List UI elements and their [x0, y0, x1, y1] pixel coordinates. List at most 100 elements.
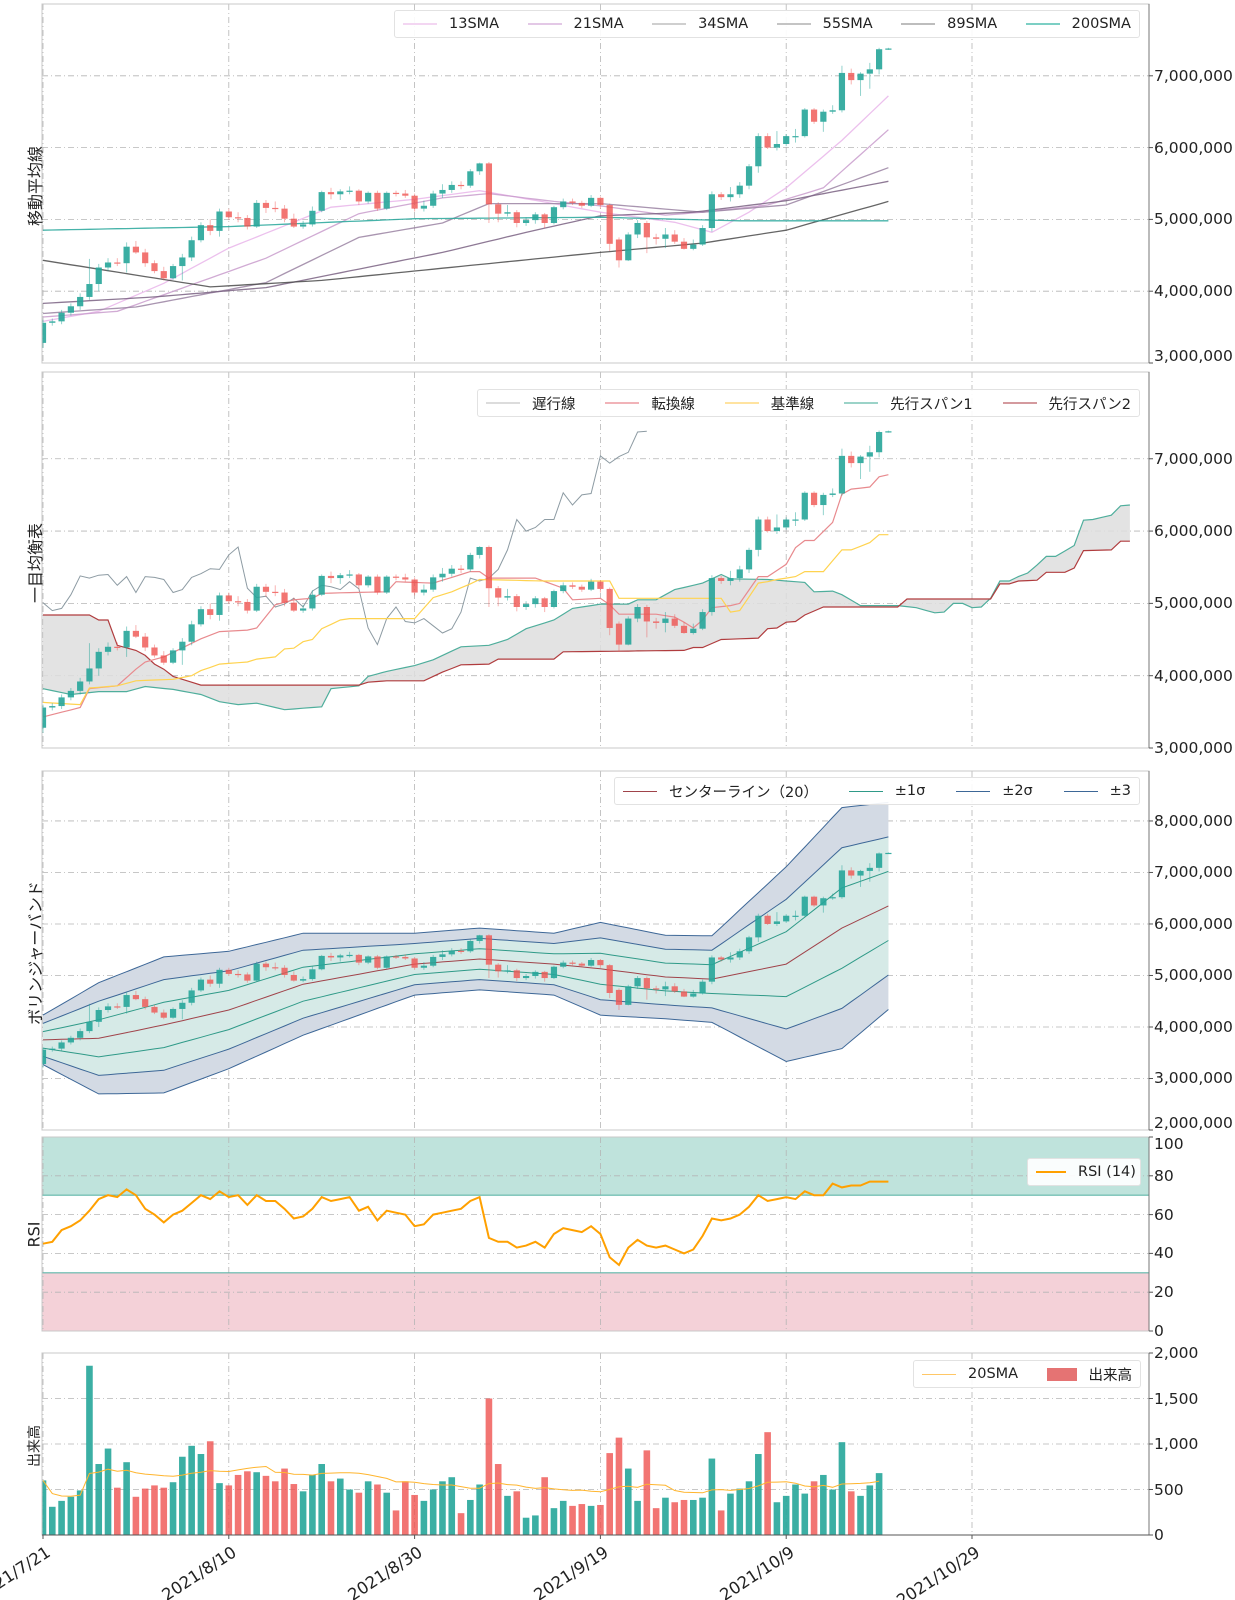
candle-body — [857, 73, 864, 81]
candle — [708, 191, 715, 232]
candle-body — [383, 576, 390, 593]
volume-bar — [736, 1488, 744, 1535]
volume-bar — [866, 1485, 874, 1535]
candle-body — [169, 266, 177, 279]
candle-body — [513, 212, 520, 223]
volume-bar — [374, 1484, 381, 1535]
candle — [504, 205, 511, 217]
candle — [866, 445, 873, 472]
candle — [885, 47, 892, 50]
candle — [606, 587, 613, 636]
volume-bar — [48, 1506, 56, 1535]
candle-body — [671, 234, 678, 242]
volume-bar — [782, 1495, 790, 1535]
y-tick-label: 1,500 — [1154, 1389, 1199, 1408]
candle — [216, 967, 223, 988]
candle — [866, 863, 873, 882]
candle — [207, 219, 214, 236]
candle-body — [281, 208, 288, 219]
volume-bar — [327, 1481, 335, 1535]
candle-body — [411, 195, 418, 209]
candle-body — [866, 69, 873, 74]
legend-item-volume-sma: 20SMA — [922, 1366, 1018, 1382]
volume-bar — [309, 1474, 316, 1535]
rsi-line — [42, 1180, 889, 1267]
candle-body — [615, 239, 623, 261]
candle — [550, 965, 558, 980]
candle — [457, 565, 465, 574]
candle — [634, 220, 641, 239]
candle — [736, 182, 743, 198]
candle — [606, 964, 613, 999]
candle-body — [58, 1042, 65, 1049]
legend-item-21sma: 21SMA — [527, 16, 624, 32]
candle-body — [457, 184, 465, 187]
candle-body — [318, 575, 325, 595]
candle-body — [764, 136, 771, 148]
volume-bar — [624, 1468, 632, 1535]
candle-body — [234, 973, 242, 976]
candle — [857, 72, 864, 96]
candle-body — [457, 568, 465, 570]
candle-body — [104, 646, 112, 652]
rsi-oversold-zone — [42, 1272, 1149, 1331]
candle — [253, 583, 260, 613]
volume-bar — [578, 1504, 586, 1535]
candle — [801, 108, 808, 138]
candle-body — [810, 109, 818, 122]
candle — [151, 644, 158, 658]
candle — [467, 169, 474, 188]
candle-body — [132, 246, 139, 253]
volume-bar — [745, 1481, 753, 1535]
candle-body — [550, 207, 558, 223]
candle — [513, 968, 520, 982]
candle — [402, 954, 409, 961]
candle — [49, 318, 56, 326]
candle-body — [885, 48, 892, 50]
y-tick-label: 100 — [1154, 1135, 1184, 1153]
candle — [169, 263, 177, 280]
candle-body — [346, 954, 353, 957]
candle-body — [383, 956, 390, 968]
candle-body — [773, 144, 781, 148]
volume-bar — [355, 1492, 363, 1535]
candle-body — [718, 957, 725, 960]
candle — [402, 573, 409, 582]
candle-body — [560, 201, 567, 208]
candle-body — [290, 602, 297, 611]
candle — [439, 567, 446, 582]
candle — [114, 642, 121, 651]
legend-label: 34SMA — [698, 16, 749, 32]
candle-body — [142, 252, 149, 264]
candle-body — [253, 963, 260, 981]
candle-body — [773, 527, 781, 532]
volume-bar — [606, 1453, 613, 1535]
candle — [764, 516, 771, 533]
candle — [318, 574, 325, 597]
candle — [625, 984, 632, 1006]
volume-bar — [485, 1398, 493, 1535]
candle-body — [848, 455, 855, 464]
legend-label: センターライン（20） — [669, 784, 818, 801]
candle — [848, 68, 855, 85]
candle-body — [346, 190, 353, 192]
candle-body — [346, 574, 353, 576]
y-tick-label: 7,000,000 — [1154, 449, 1233, 468]
candles — [42, 852, 892, 1068]
candle — [104, 642, 112, 656]
candle — [123, 626, 130, 657]
candle-body — [262, 202, 270, 208]
candle-body — [606, 205, 613, 244]
candle — [392, 954, 400, 959]
candle — [179, 253, 186, 281]
candle-body — [736, 951, 743, 958]
candle-body — [560, 585, 567, 592]
candle-body — [216, 211, 223, 231]
candle — [866, 62, 873, 89]
candle — [244, 972, 251, 983]
candle — [671, 614, 678, 628]
volume-bar — [690, 1499, 697, 1535]
y-tick-label: 7,000,000 — [1154, 863, 1233, 882]
candle — [550, 205, 558, 225]
